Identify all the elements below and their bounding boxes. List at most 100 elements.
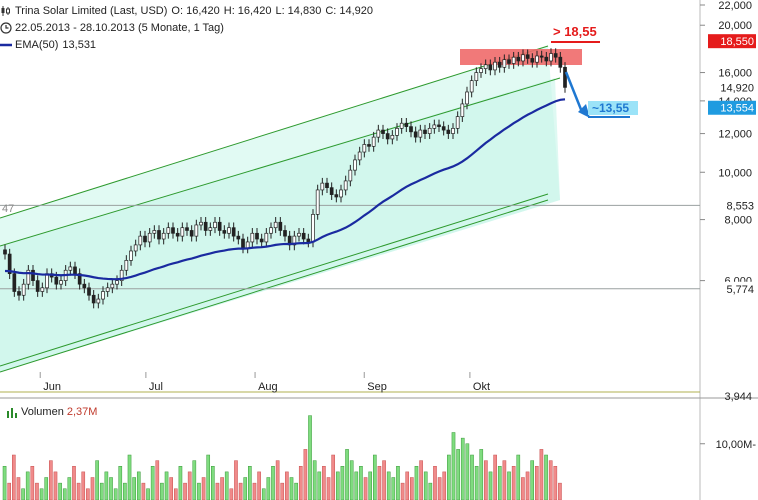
low-value: L: 14,830 [275, 5, 322, 17]
volume-bar [447, 454, 451, 500]
volume-bar [58, 482, 62, 500]
volume-bar [123, 482, 127, 500]
volume-bar [99, 482, 104, 500]
volume-bar [243, 477, 248, 500]
candle-body [245, 241, 250, 249]
candle-body [441, 126, 446, 131]
candle-body [390, 135, 395, 140]
channel-lower-line-2 [0, 193, 549, 367]
volume-bar [497, 466, 502, 500]
volume-bar [224, 471, 229, 500]
volume-bar [81, 471, 86, 500]
candle-body [353, 159, 357, 171]
volume-bar [173, 488, 178, 500]
volume-bar [308, 415, 312, 500]
candle-body [539, 55, 544, 58]
candle-body [376, 129, 381, 138]
candle-body [124, 260, 129, 271]
candle-body [152, 230, 157, 234]
candle-body [45, 273, 49, 289]
volume-bar [377, 466, 382, 500]
volume-bar [419, 460, 423, 500]
candle-body [479, 68, 483, 73]
candle-body [451, 127, 455, 134]
volume-bar [155, 460, 160, 500]
volume-bar [76, 482, 81, 500]
volume-bar [437, 477, 442, 500]
candle-body [255, 232, 259, 240]
volume-bar [95, 460, 99, 500]
ema-value: 13,531 [62, 39, 97, 51]
y-tick-label: 20,000 [718, 20, 752, 32]
candle-body [7, 253, 12, 275]
volume-bar [433, 466, 437, 500]
candle-body [488, 64, 493, 71]
volume-bar [25, 471, 30, 500]
volume-bar [266, 477, 271, 500]
volume-bar [39, 488, 44, 500]
candle-body [399, 122, 404, 129]
candle-body [203, 221, 208, 231]
candle-body [101, 291, 105, 300]
volume-bar [484, 460, 488, 500]
volume-bar [396, 466, 400, 500]
volume-bar [423, 471, 428, 500]
ema-badge: 13,554 [720, 103, 754, 115]
volume-bar [428, 482, 433, 500]
volume-bar [345, 449, 349, 500]
candle-body [343, 180, 348, 191]
ema-label: EMA(50) [15, 39, 59, 51]
volume-bar [386, 471, 391, 500]
candle-body [87, 287, 91, 296]
candle-body [129, 250, 133, 261]
x-tick-label: Jul [149, 381, 163, 393]
volume-bar [169, 477, 173, 500]
candle-body [189, 230, 194, 237]
volume-bar [516, 454, 521, 500]
volume-bar [322, 466, 326, 500]
y-tick-label: 16,000 [718, 68, 752, 80]
candle-body [138, 235, 143, 246]
candle-body [68, 266, 73, 271]
candle-body [180, 227, 185, 237]
candle-body [283, 230, 287, 237]
candle-body [213, 221, 217, 229]
period-row: 22.05.2013 - 28.10.2013 (5 Monate, 1 Tag… [0, 20, 228, 36]
candle-body [91, 294, 96, 304]
candle-body [516, 56, 521, 62]
candle-body [437, 124, 441, 127]
volume-bar [493, 454, 497, 500]
volume-bar [118, 466, 123, 500]
candle-body [96, 298, 101, 304]
candle-body [521, 54, 525, 62]
volume-bar [534, 466, 539, 500]
volume-bar [511, 466, 516, 500]
candle-body [35, 280, 40, 292]
volume-bar [354, 471, 359, 500]
volume-bar [474, 466, 479, 500]
x-tick-label: Sep [367, 381, 387, 393]
volume-bar [141, 482, 146, 500]
volume-bar [382, 460, 386, 500]
ema-legend-row: EMA(50) 13,531 [0, 37, 100, 53]
candle-body [40, 287, 45, 292]
y-tick-label: 12,000 [718, 129, 752, 141]
volume-bar [294, 482, 298, 500]
volume-label: Volumen [21, 406, 64, 418]
candle-body [334, 194, 339, 198]
price-badge-bg [708, 34, 756, 49]
resistance-zone [460, 49, 582, 65]
volume-bar [7, 482, 12, 500]
candle-body [483, 64, 488, 69]
candle-body [297, 232, 301, 237]
volume-bar [72, 466, 76, 500]
candle-body [357, 151, 362, 161]
volume-bar [104, 471, 109, 500]
volume-bar [35, 482, 39, 500]
volume-bar [164, 471, 169, 500]
volume-bar [160, 482, 164, 500]
target-down-arrowhead [578, 104, 590, 118]
volume-bar [317, 471, 322, 500]
volume-bar [2, 466, 7, 500]
volume-bar [507, 471, 511, 500]
